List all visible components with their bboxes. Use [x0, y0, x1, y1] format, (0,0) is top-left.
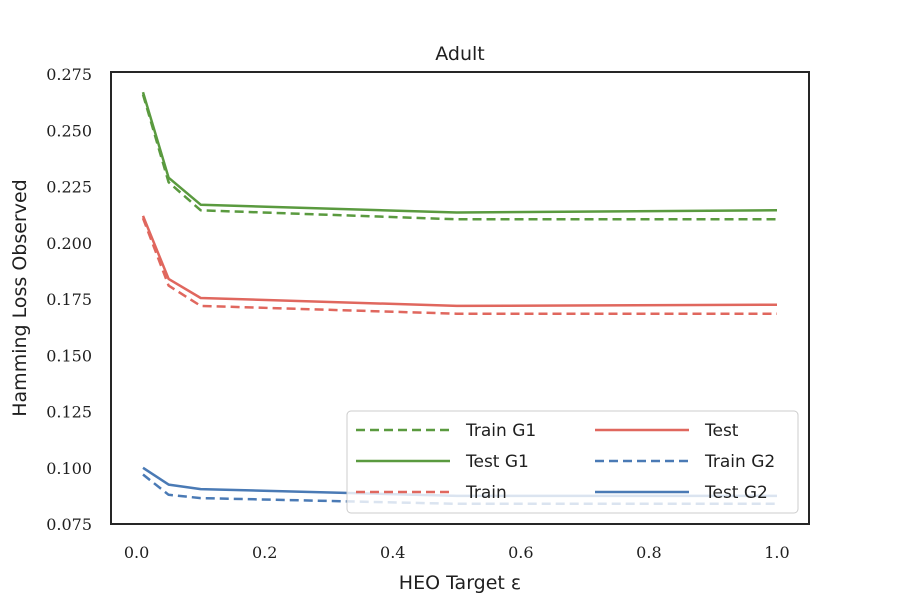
y-tick-label: 0.225: [46, 178, 92, 197]
legend-label: Test G2: [704, 483, 768, 503]
chart-title: Adult: [435, 43, 485, 65]
y-tick-label: 0.150: [46, 346, 92, 365]
legend-label: Train: [465, 483, 507, 503]
legend-label: Test: [704, 421, 739, 441]
x-tick-label: 0.4: [380, 543, 405, 562]
x-axis-label: HEO Target ε: [399, 572, 521, 594]
series-line: [141, 215, 778, 308]
x-tick-label: 0.8: [636, 543, 661, 562]
legend-label: Train G1: [465, 421, 536, 441]
x-tick-label: 0.2: [252, 543, 277, 562]
y-axis-ticks: 0.075 0.100 0.125 0.150 0.175 0.200 0.225 0.250…: [46, 65, 92, 534]
y-tick-label: 0.250: [46, 121, 92, 140]
legend-box: [346, 410, 799, 514]
plot-frame: [110, 71, 810, 525]
legend-label: Test G1: [465, 452, 529, 472]
y-tick-label: 0.125: [46, 403, 92, 422]
y-tick-label: 0.200: [46, 234, 92, 253]
y-tick-label: 0.175: [46, 290, 92, 309]
x-axis-ticks: 0.0 0.2 0.4 0.6 0.8 1.0: [124, 543, 790, 562]
series-line: [141, 91, 778, 214]
series-line: [141, 94, 777, 221]
x-tick-label: 0.6: [508, 543, 533, 562]
legend: Train G1 Test G1 Train Test Train G2 Test G2: [346, 410, 799, 514]
x-tick-label: 0.0: [124, 543, 149, 562]
y-axis-label: Hamming Loss Observed: [9, 179, 31, 417]
series-line: [141, 217, 777, 315]
legend-label: Train G2: [704, 452, 775, 472]
y-tick-label: 0.275: [46, 65, 92, 84]
y-tick-label: 0.100: [46, 459, 92, 478]
y-tick-label: 0.075: [46, 515, 92, 534]
x-tick-label: 1.0: [764, 543, 789, 562]
